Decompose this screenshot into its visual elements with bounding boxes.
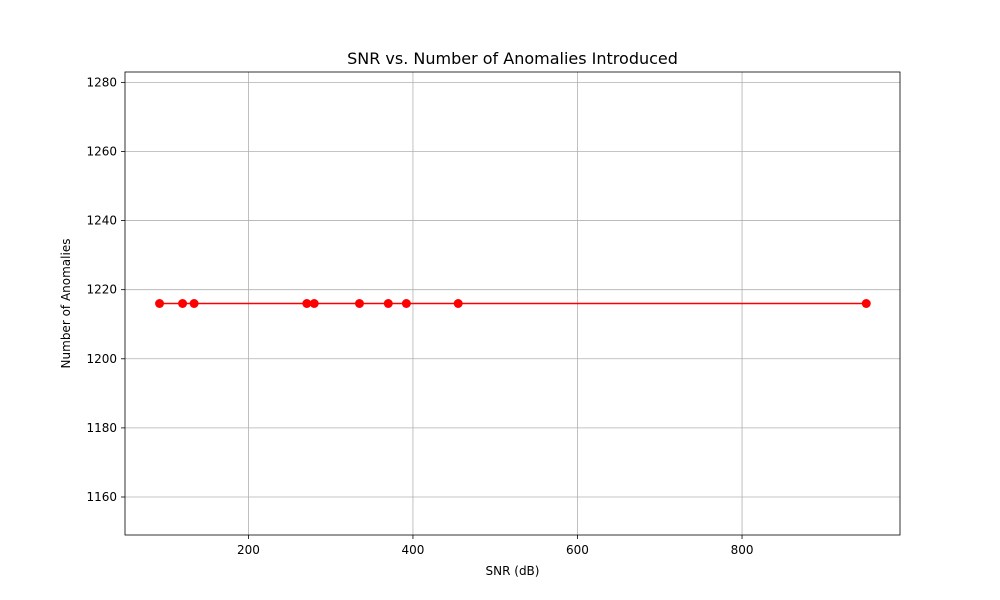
data-point: [383, 299, 393, 308]
x-tick-label: 400: [401, 543, 424, 557]
y-axis-title: Number of Anomalies: [59, 239, 73, 369]
data-point: [861, 299, 871, 308]
x-axis-title: SNR (dB): [486, 564, 540, 578]
x-tick-label: 200: [237, 543, 260, 557]
data-point: [189, 299, 199, 308]
ticks: 200 400 600 800 1160 1180 1200 1220 1240 1260 1280: [86, 75, 753, 557]
y-tick-label: 1280: [86, 75, 117, 89]
x-tick-label: 600: [566, 543, 589, 557]
data-point: [354, 299, 364, 308]
data-point: [178, 299, 188, 308]
y-tick-label: 1160: [86, 490, 117, 504]
y-tick-label: 1200: [86, 352, 117, 366]
y-tick-label: 1240: [86, 214, 117, 228]
y-tick-label: 1180: [86, 421, 117, 435]
x-tick-label: 800: [731, 543, 754, 557]
data-point: [453, 299, 463, 308]
data-point: [401, 299, 411, 308]
data-point: [302, 299, 312, 308]
series: [155, 299, 871, 308]
y-tick-label: 1260: [86, 144, 117, 158]
data-point: [155, 299, 165, 308]
y-tick-label: 1220: [86, 283, 117, 297]
plot-frame: [124, 71, 901, 536]
data-point: [309, 299, 319, 308]
grid: [125, 72, 900, 535]
chart-title: SNR vs. Number of Anomalies Introduced: [347, 49, 678, 68]
